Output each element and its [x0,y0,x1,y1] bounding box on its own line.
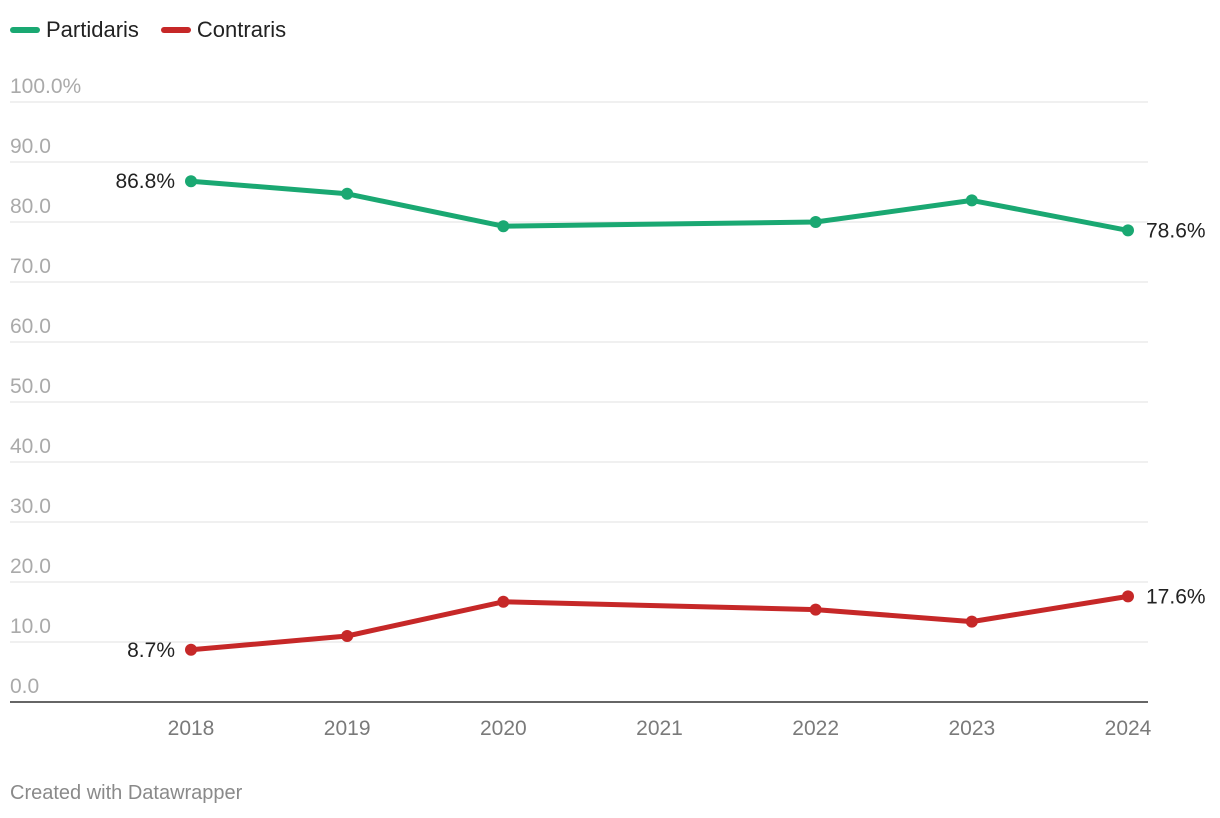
y-tick-label: 0.0 [10,675,39,698]
data-point-contraris-2024 [1122,590,1134,603]
y-tick-label: 100.0% [10,75,81,98]
data-point-contraris-2020 [497,595,510,608]
data-point-partidaris-2018 [185,175,197,188]
data-point-partidaris-2023 [965,194,978,207]
y-tick-label: 20.0 [10,555,51,578]
data-point-contraris-2022 [809,603,822,616]
data-point-partidaris-2022 [809,216,822,228]
chart-legend: Partidaris Contraris [10,14,286,46]
y-tick-label: 80.0 [10,195,51,218]
data-point-contraris-2023 [965,615,978,628]
x-tick-label: 2018 [168,717,215,740]
data-label-contraris-2024: 17.6% [1146,585,1206,608]
legend-swatch-contraris [160,27,191,33]
legend-label-contraris: Contraris [196,17,287,42]
data-point-contraris-2019 [341,630,354,642]
legend-swatch-partidaris [10,27,40,33]
legend-item-contraris: Contraris [160,17,287,43]
x-tick-label: 2023 [948,717,995,740]
footer-credit: Created with Datawrapper [10,782,243,804]
data-label-partidaris-2018: 86.8% [115,170,175,193]
y-tick-label: 40.0 [10,435,51,458]
legend-label-partidaris: Partidaris [46,17,139,42]
data-point-partidaris-2020 [497,220,510,233]
x-tick-label: 2024 [1105,717,1152,740]
y-tick-label: 50.0 [10,375,51,398]
x-tick-label: 2019 [324,717,371,740]
legend-item-partidaris: Partidaris [10,17,139,43]
series-line-contraris [188,593,1131,653]
y-tick-label: 10.0 [10,615,51,638]
data-point-contraris-2018 [185,643,197,656]
x-tick-label: 2020 [480,717,527,740]
y-tick-label: 90.0 [10,135,51,158]
data-point-partidaris-2019 [341,187,354,200]
data-label-contraris-2018: 8.7% [127,639,175,662]
x-tick-label: 2022 [792,717,839,740]
y-tick-label: 60.0 [10,315,51,338]
data-label-partidaris-2024: 78.6% [1146,219,1206,242]
y-tick-label: 30.0 [10,495,51,518]
y-tick-label: 70.0 [10,255,51,278]
series-line-partidaris [188,178,1131,233]
x-tick-label: 2021 [636,717,683,740]
data-point-partidaris-2024 [1122,224,1134,237]
